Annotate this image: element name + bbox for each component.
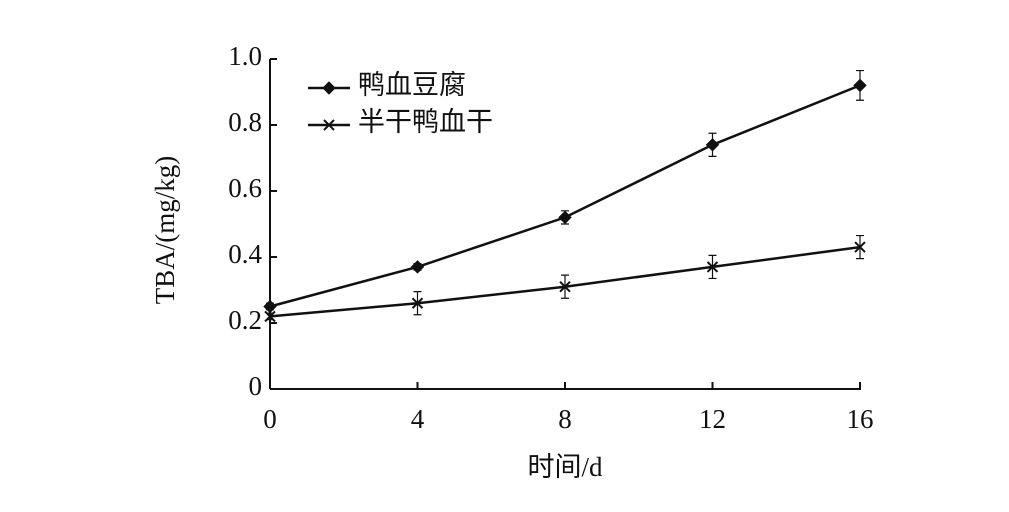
- y-axis-label: TBA/(mg/kg): [150, 156, 180, 305]
- data-point: [411, 297, 424, 309]
- y-tick-label: 0.4: [228, 239, 262, 269]
- x-tick-label: 16: [847, 404, 874, 434]
- legend-marker: [323, 119, 335, 131]
- data-point: [263, 299, 277, 314]
- x-tick-label: 0: [263, 404, 277, 434]
- legend-marker: [322, 81, 336, 95]
- data-point: [853, 78, 867, 93]
- data-point: [705, 138, 720, 152]
- y-tick-label: 0: [249, 371, 263, 401]
- x-tick-label: 4: [411, 404, 425, 434]
- y-tick-label: 1.0: [228, 41, 262, 71]
- data-point: [558, 210, 572, 225]
- data-point: [854, 241, 866, 253]
- x-tick-label: 12: [699, 404, 726, 434]
- legend-label: 鸭血豆腐: [358, 70, 466, 100]
- x-tick-label: 8: [558, 404, 572, 434]
- y-tick-label: 0.6: [228, 173, 262, 203]
- y-tick-label: 0.2: [228, 305, 262, 335]
- data-point: [559, 280, 571, 293]
- data-point: [410, 260, 425, 274]
- data-point: [706, 261, 719, 273]
- legend-label: 半干鸭血干: [358, 107, 493, 137]
- x-axis-label: 时间/d: [527, 452, 603, 482]
- data-point: [264, 310, 276, 323]
- y-tick-label: 0.8: [228, 107, 262, 137]
